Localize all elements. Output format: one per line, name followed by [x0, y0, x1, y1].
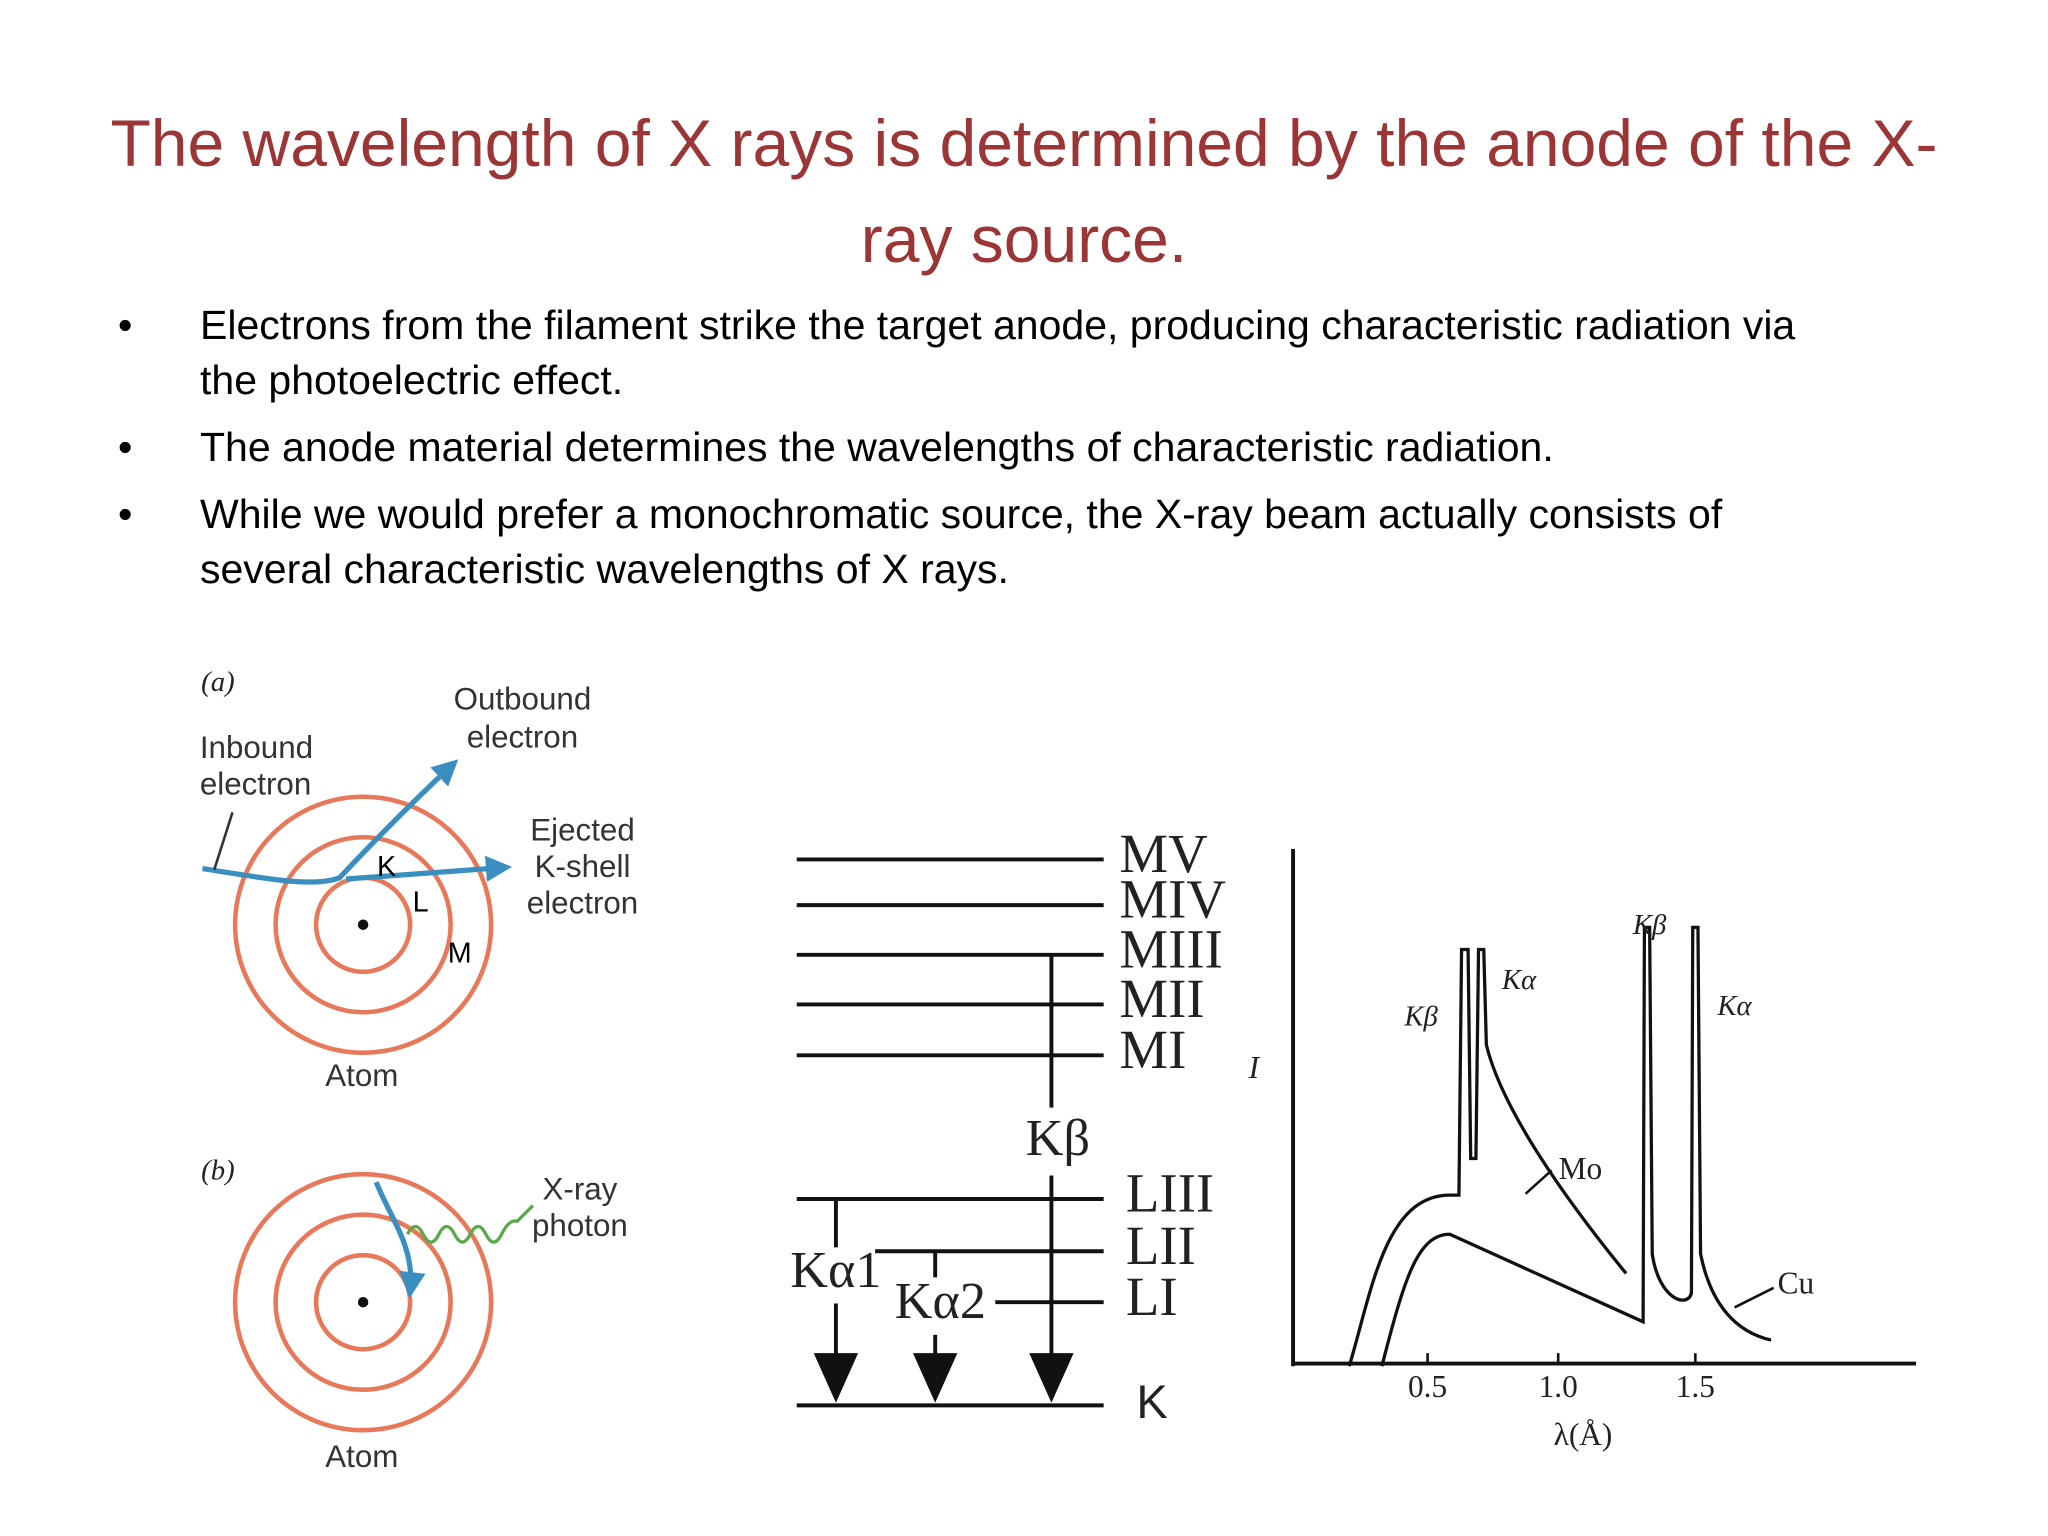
mo-curve: [1347, 947, 1628, 1367]
label: Inbound: [200, 730, 313, 765]
level-label: MIII: [1119, 918, 1223, 979]
shell-label: L: [413, 886, 429, 918]
level-label: MIV: [1119, 869, 1226, 930]
label: photon: [532, 1208, 628, 1243]
label: Ejected: [530, 812, 635, 847]
peak-label: Kβ: [1403, 1000, 1438, 1032]
arrow-head: [1029, 1353, 1074, 1403]
cu-curve: [1380, 925, 1772, 1367]
ejected-path: [345, 855, 512, 882]
bullet-list: Electrons from the filament strike the t…: [118, 298, 1838, 609]
label: electron: [527, 885, 638, 920]
pointer: [212, 812, 234, 871]
bullet: Electrons from the filament strike the t…: [118, 298, 1838, 408]
slide-title: The wavelength of X rays is determined b…: [110, 106, 1938, 276]
label: electron: [467, 720, 578, 755]
panel-label: (b): [201, 1154, 235, 1186]
shell-label: K: [377, 851, 396, 883]
transition-label: Kβ: [1026, 1109, 1090, 1167]
x-tick-label: 0.5: [1408, 1369, 1447, 1404]
figure-a: (a) Outbound electron Inbound electron E…: [200, 666, 638, 1093]
peak-label: Kα: [1716, 990, 1752, 1022]
transition-label: Kα2: [895, 1272, 986, 1330]
shell: [273, 1212, 453, 1392]
arrow-head: [912, 1353, 958, 1403]
spectrum: I 0.5 1.0 1.5 λ(Å) Kβ Kα Kβ Kα Mo Cu: [1248, 848, 1917, 1452]
photon-wave: [406, 1204, 535, 1244]
level-label: LI: [1126, 1266, 1178, 1327]
figure-b: (b) X-ray photon Atom: [201, 1154, 628, 1474]
label: Atom: [325, 1439, 398, 1474]
shell: [232, 794, 494, 1056]
energy-diagram: MV MIV MIII MII MI LIII LII LI K Kβ Kα1 …: [790, 823, 1226, 1428]
label: K-shell: [535, 849, 631, 884]
panel-label: (a): [201, 666, 235, 698]
peak-label: Kα: [1501, 964, 1537, 996]
shell: [232, 1171, 494, 1433]
level-label: MII: [1119, 968, 1204, 1029]
shell: [313, 1252, 413, 1352]
curve-label: Mo: [1559, 1151, 1603, 1186]
level-label: K: [1136, 1375, 1167, 1428]
pointer: [1524, 1169, 1553, 1195]
electron-path: [202, 759, 459, 885]
level-label: MV: [1119, 823, 1207, 884]
bullet: The anode material determines the wavele…: [118, 420, 1838, 475]
shell-label: M: [448, 937, 472, 969]
level-label: LII: [1126, 1215, 1196, 1276]
label: X-ray: [542, 1171, 617, 1206]
label: Atom: [325, 1058, 398, 1093]
bullet: While we would prefer a monochromatic so…: [118, 487, 1838, 597]
level-label: LIII: [1126, 1163, 1214, 1224]
x-axis-label: λ(Å): [1554, 1417, 1613, 1452]
transition-label: Kα1: [790, 1241, 881, 1299]
curve-label: Cu: [1778, 1266, 1815, 1301]
x-tick-label: 1.5: [1676, 1369, 1715, 1404]
y-axis-label: I: [1248, 1050, 1261, 1085]
pointer: [1733, 1286, 1775, 1309]
label: electron: [200, 767, 311, 802]
electron-path: [373, 1181, 426, 1299]
nucleus: [357, 1296, 369, 1308]
x-tick-label: 1.0: [1539, 1369, 1578, 1404]
label: Outbound: [454, 682, 592, 717]
arrow-head: [813, 1353, 859, 1403]
peak-label: Kβ: [1632, 909, 1667, 941]
nucleus: [357, 919, 369, 930]
level-label: MI: [1119, 1019, 1186, 1080]
shell: [273, 834, 453, 1015]
